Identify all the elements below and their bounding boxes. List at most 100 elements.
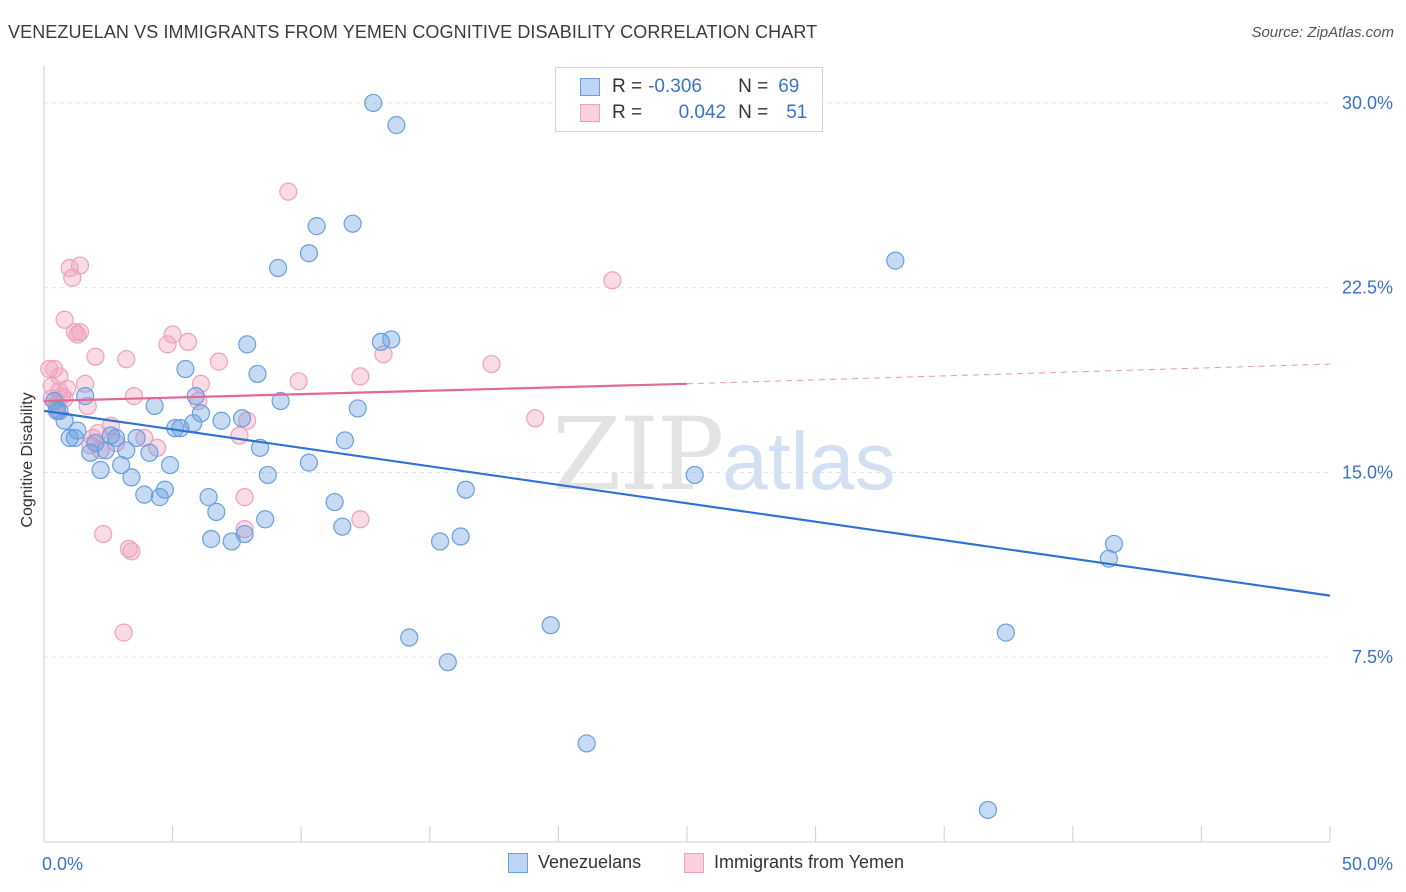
legend-n-label: N = xyxy=(738,102,769,123)
yemen-point xyxy=(526,409,545,428)
yemen-point xyxy=(76,374,95,393)
venezuelan-point xyxy=(577,734,596,753)
yemen-points xyxy=(40,182,622,642)
yemen-point xyxy=(117,350,136,369)
venezuelan-point xyxy=(60,428,79,448)
venezuelan-point xyxy=(451,527,470,546)
venezuelan-point xyxy=(127,428,146,448)
watermark-light: atlas xyxy=(722,416,896,507)
axes xyxy=(43,66,1331,843)
yemen-point xyxy=(114,623,133,642)
yemen-point xyxy=(158,335,177,354)
venezuelan-point xyxy=(996,623,1016,642)
venezuelan-point xyxy=(256,510,275,529)
y-tick-label: 30.0% xyxy=(1342,93,1393,113)
chart-source: Source: ZipAtlas.com xyxy=(1251,24,1394,41)
yemen-point xyxy=(40,359,59,379)
venezuelan-point xyxy=(335,431,355,450)
venezuelan-point xyxy=(364,93,383,113)
legend-n-label: N = xyxy=(738,76,769,97)
y-tick-label: 22.5% xyxy=(1342,278,1393,298)
y-tick-label: 15.0% xyxy=(1342,462,1393,482)
venezuelan-point xyxy=(325,492,344,512)
chart-title: VENEZUELAN VS IMMIGRANTS FROM YEMEN COGN… xyxy=(8,22,818,42)
bottom-legend-label: Venezuelans xyxy=(538,852,642,872)
venezuelan-point xyxy=(122,468,141,487)
venezuelan-point xyxy=(258,465,277,485)
venezuelan-point xyxy=(202,529,221,549)
venezuelan-point xyxy=(232,409,252,428)
yemen-point xyxy=(178,332,198,352)
venezuelan-point xyxy=(207,502,226,521)
venezuelan-point xyxy=(248,364,267,384)
venezuelan-trend-line xyxy=(43,409,1331,597)
legend-row-venezuelans: R = -0.306 N = 69 xyxy=(580,75,799,99)
yemen-point xyxy=(68,325,87,344)
yemen-point xyxy=(351,510,370,529)
yemen-point xyxy=(603,271,622,290)
venezuelan-point xyxy=(430,532,450,551)
venezuelan-point xyxy=(382,330,401,349)
yemen-point xyxy=(94,524,113,544)
venezuelan-point xyxy=(117,441,136,460)
bottom-legend-label: Immigrants from Yemen xyxy=(714,852,905,872)
venezuelan-point xyxy=(456,480,475,499)
yemen-point xyxy=(55,310,74,329)
bottom-legend-yemen: Immigrants from Yemen xyxy=(684,852,904,873)
yemen-point xyxy=(70,256,90,275)
venezuelan-point xyxy=(1104,534,1124,554)
venezuelan-point xyxy=(387,116,406,135)
venezuelan-point xyxy=(212,411,231,430)
yemen-point xyxy=(289,372,308,391)
yemen-point xyxy=(122,542,141,561)
stats-legend: R = -0.306 N = 69 R = 0.042 N = 51 xyxy=(555,67,823,132)
yemen-point xyxy=(235,520,254,539)
venezuelan-point xyxy=(400,628,419,647)
venezuelan-point xyxy=(135,485,154,504)
legend-swatch-venezuelans xyxy=(580,78,600,96)
venezuelan-point xyxy=(299,244,319,263)
venezuelan-point xyxy=(81,443,100,462)
yemen-point xyxy=(209,352,228,371)
y-axis-label: Cognitive Disability xyxy=(19,392,36,528)
venezuelan-points xyxy=(45,93,1124,820)
venezuelan-point xyxy=(55,411,74,430)
yemen-point xyxy=(351,367,370,386)
venezuelan-point xyxy=(155,480,174,499)
bottom-legend: Venezuelans Immigrants from Yemen xyxy=(0,852,1406,878)
x-tick-label: 0.0% xyxy=(42,854,83,874)
venezuelan-point xyxy=(199,488,218,507)
yemen-trend-line xyxy=(43,382,688,403)
venezuelan-point xyxy=(271,391,290,411)
yemen-point xyxy=(119,539,138,558)
x-tick-label: 50.0% xyxy=(1342,854,1393,874)
legend-n-value: 51 xyxy=(786,102,808,123)
legend-r-value: -0.306 xyxy=(648,76,702,97)
yemen-point xyxy=(65,322,84,342)
legend-r-label: R = xyxy=(612,76,643,97)
bottom-legend-swatch-venezuelans xyxy=(508,852,528,873)
venezuelan-point xyxy=(106,428,126,448)
venezuelan-point xyxy=(86,433,105,453)
venezuelan-point xyxy=(140,443,159,462)
venezuelan-point xyxy=(348,399,367,418)
venezuelan-point xyxy=(235,524,254,544)
yemen-point xyxy=(86,347,105,366)
y-tick-label: 7.5% xyxy=(1352,647,1393,667)
venezuelan-point xyxy=(160,455,180,475)
yemen-point xyxy=(279,182,298,201)
yemen-point xyxy=(70,322,90,342)
venezuelan-point xyxy=(886,251,905,270)
venezuelan-point xyxy=(238,335,257,354)
grid xyxy=(44,102,1330,658)
venezuelan-point xyxy=(145,396,164,416)
venezuelan-point xyxy=(978,800,998,820)
yemen-point xyxy=(482,354,501,374)
legend-row-yemen: R = 0.042 N = 51 xyxy=(580,101,807,125)
venezuelan-point xyxy=(541,616,560,635)
yemen-point xyxy=(124,387,144,406)
venezuelan-point xyxy=(91,460,110,480)
venezuelan-point xyxy=(65,428,84,448)
venezuelan-point xyxy=(438,653,457,672)
venezuelan-point xyxy=(333,517,352,536)
